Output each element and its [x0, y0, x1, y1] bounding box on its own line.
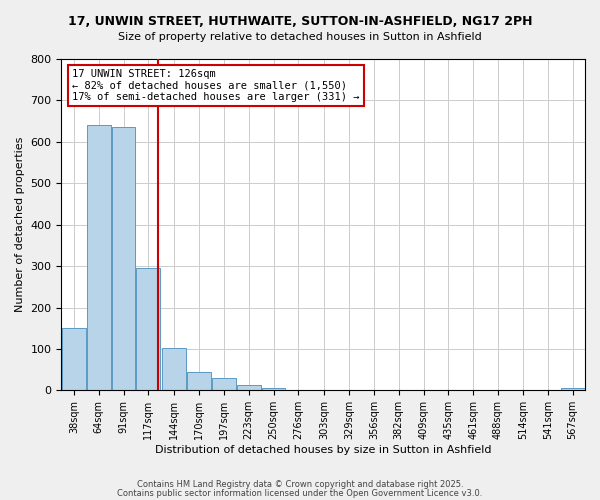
Bar — [87, 126, 110, 390]
Bar — [560, 388, 584, 390]
Text: 17 UNWIN STREET: 126sqm
← 82% of detached houses are smaller (1,550)
17% of semi: 17 UNWIN STREET: 126sqm ← 82% of detache… — [72, 69, 359, 102]
Text: 17, UNWIN STREET, HUTHWAITE, SUTTON-IN-ASHFIELD, NG17 2PH: 17, UNWIN STREET, HUTHWAITE, SUTTON-IN-A… — [68, 15, 532, 28]
Text: Contains public sector information licensed under the Open Government Licence v3: Contains public sector information licen… — [118, 488, 482, 498]
Bar — [136, 268, 160, 390]
Bar — [187, 372, 211, 390]
Bar — [262, 388, 286, 390]
Bar — [62, 328, 86, 390]
Bar — [237, 386, 260, 390]
Text: Size of property relative to detached houses in Sutton in Ashfield: Size of property relative to detached ho… — [118, 32, 482, 42]
Text: Contains HM Land Registry data © Crown copyright and database right 2025.: Contains HM Land Registry data © Crown c… — [137, 480, 463, 489]
X-axis label: Distribution of detached houses by size in Sutton in Ashfield: Distribution of detached houses by size … — [155, 445, 491, 455]
Y-axis label: Number of detached properties: Number of detached properties — [15, 137, 25, 312]
Bar — [212, 378, 236, 390]
Bar — [162, 348, 186, 391]
Bar — [112, 128, 136, 390]
